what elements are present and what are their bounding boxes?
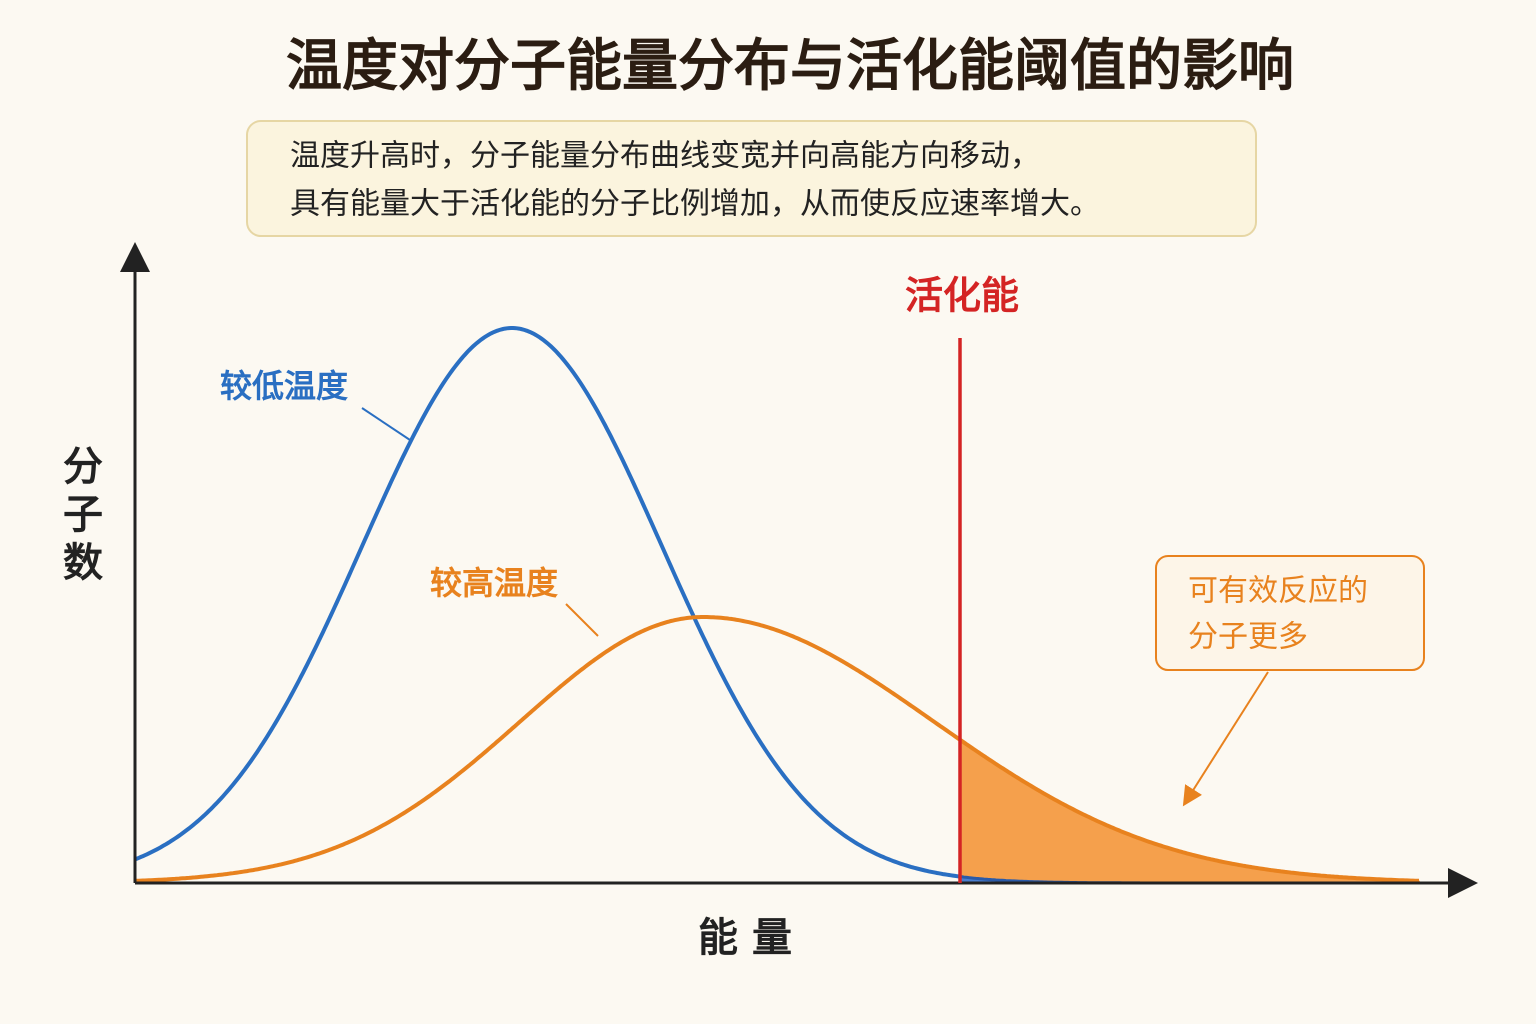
title: 温度对分子能量分布与活化能阈值的影响 — [286, 34, 1294, 99]
x-axis-label: 能 量 — [698, 915, 792, 961]
areas — [959, 739, 1420, 885]
pointer — [565, 603, 599, 637]
callout-box — [1155, 555, 1425, 671]
high-temp-curve — [135, 615, 1419, 883]
callout-line: 可有效反应的 — [1188, 574, 1368, 609]
low-temp-curve — [134, 326, 960, 879]
y-axis-label: 分子数 — [56, 445, 102, 589]
curve-label: 较低温度 — [220, 367, 348, 405]
description-box — [246, 120, 1257, 237]
description-line: 具有能量大于活化能的分子比例增加，从而使反应速率增大。 — [290, 187, 1100, 222]
pointer — [361, 407, 411, 441]
curve-label: 较高温度 — [430, 564, 558, 602]
description-line: 温度升高时，分子能量分布曲线变宽并向高能方向移动， — [290, 139, 1040, 174]
threshold-label: 活化能 — [905, 274, 1019, 318]
callout-line: 分子更多 — [1188, 620, 1308, 655]
callout-arrow — [1182, 671, 1269, 807]
high-temp-area — [960, 739, 1420, 883]
